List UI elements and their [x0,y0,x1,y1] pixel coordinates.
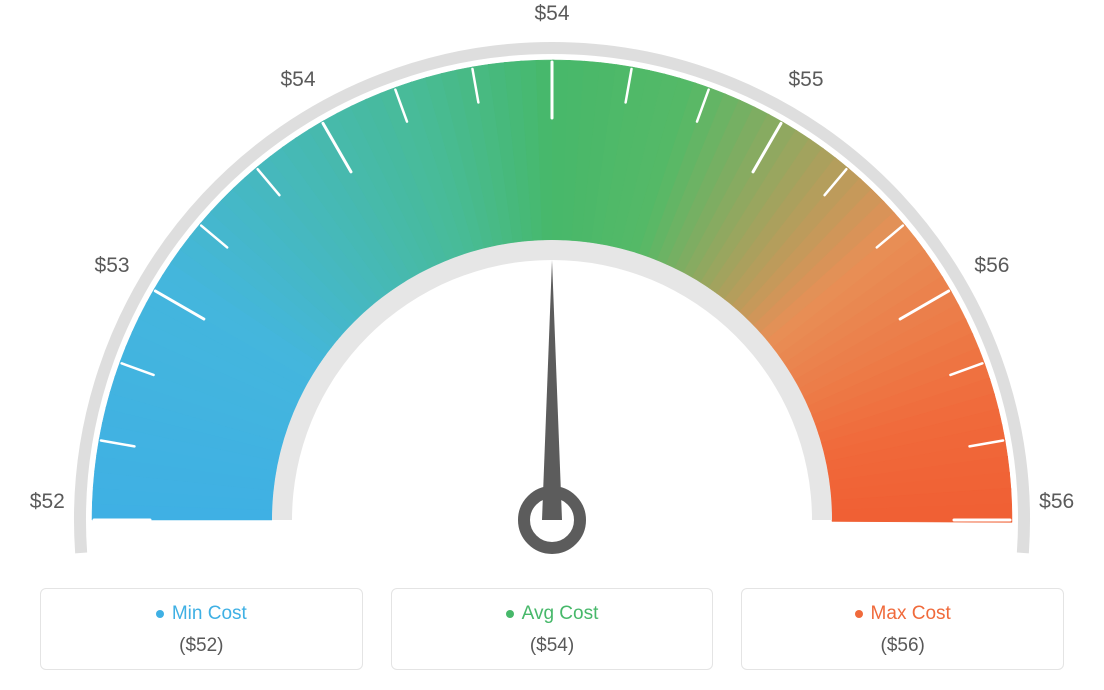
legend-label: Min Cost [172,603,247,625]
gauge-tick-label: $55 [788,68,823,92]
gauge-tick-label: $53 [95,254,130,278]
legend-label: Max Cost [871,603,951,625]
gauge-tick-label: $56 [1039,490,1074,514]
gauge-tick-label: $54 [534,2,569,26]
legend-value-avg: ($54) [402,635,703,657]
legend-card-min: Min Cost ($52) [40,588,363,670]
legend-title-avg: Avg Cost [506,603,599,625]
legend-title-min: Min Cost [156,603,247,625]
gauge-tick-label: $54 [280,68,315,92]
legend-row: Min Cost ($52) Avg Cost ($54) Max Cost (… [40,588,1064,670]
dot-icon [506,610,514,618]
legend-card-max: Max Cost ($56) [741,588,1064,670]
dot-icon [156,610,164,618]
legend-title-max: Max Cost [855,603,951,625]
gauge: $52 $53 $54 $54 $55 $56 $56 [0,0,1104,560]
legend-value-max: ($56) [752,635,1053,657]
gauge-tick-label: $56 [974,254,1009,278]
legend-value-min: ($52) [51,635,352,657]
chart-container: $52 $53 $54 $54 $55 $56 $56 Min Cost ($52) Avg… [0,0,1104,690]
legend-label: Avg Cost [522,603,599,625]
dot-icon [855,610,863,618]
gauge-tick-label: $52 [30,490,65,514]
legend-card-avg: Avg Cost ($54) [391,588,714,670]
